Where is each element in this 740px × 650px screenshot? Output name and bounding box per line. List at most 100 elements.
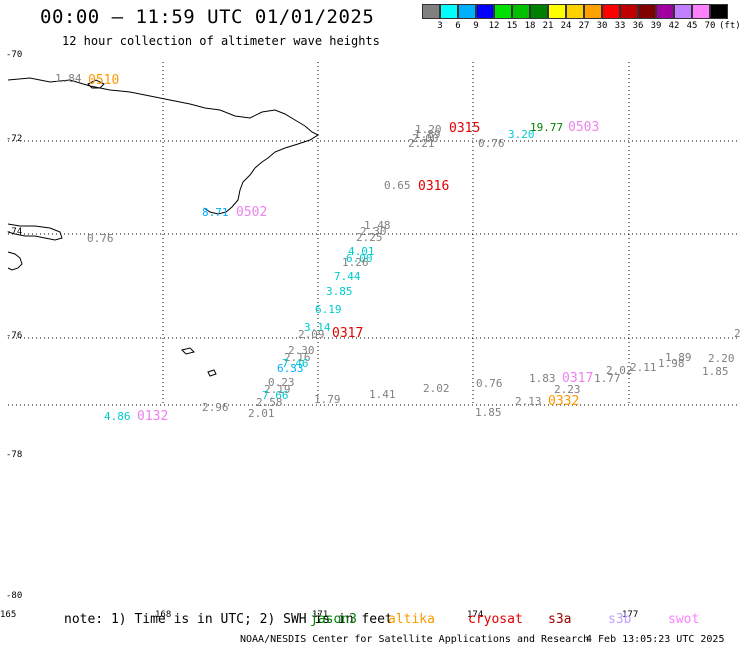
longitude-label: 174 — [467, 610, 483, 620]
scale-swatch — [476, 4, 494, 19]
wave-reading: 8.71 — [202, 206, 229, 219]
wave-reading: 1.79 — [314, 393, 341, 406]
scale-label: (ft) — [719, 21, 740, 31]
scale-label: 9 — [473, 21, 479, 31]
wave-reading: 0503 — [568, 120, 599, 135]
mission-jason3: jason3 — [310, 612, 357, 627]
latitude-label: -70 — [6, 50, 22, 60]
scale-label: 27 — [578, 21, 590, 31]
scale-label: 39 — [650, 21, 662, 31]
wave-reading: 2.11 — [630, 361, 657, 374]
wave-reading: 4.01 — [348, 245, 375, 258]
wave-reading: 0132 — [137, 409, 168, 424]
scale-label: 18 — [524, 21, 536, 31]
wave-reading: 2.19 — [264, 383, 291, 396]
scale-label: 45 — [686, 21, 698, 31]
scale-swatch — [530, 4, 548, 19]
scale-swatch — [710, 4, 728, 19]
footer-note: note: 1) Time is in UTC; 2) SWH is in fe… — [64, 612, 393, 627]
coastline-segment — [181, 347, 195, 355]
wave-reading: 2.96 — [202, 401, 229, 414]
coastline-segment — [207, 369, 217, 377]
scale-swatch — [440, 4, 458, 19]
wave-reading: 2.01 — [248, 407, 275, 420]
wave-reading: 6.19 — [315, 303, 342, 316]
credit-line: NOAA/NESDIS Center for Satellite Applica… — [240, 634, 590, 645]
wave-reading: 0.76 — [87, 232, 114, 245]
wave-reading: 3.85 — [326, 285, 353, 298]
scale-swatch — [692, 4, 710, 19]
wave-reading: 0316 — [418, 179, 449, 194]
wave-reading: 2.25 — [356, 231, 383, 244]
wave-reading: 2.13 — [515, 395, 542, 408]
wave-reading: 2.09 — [298, 328, 325, 341]
latitude-label: -78 — [6, 450, 22, 460]
wave-reading: 3.14 — [304, 321, 331, 334]
scale-label: 42 — [668, 21, 680, 31]
wave-reading: 0510 — [88, 73, 119, 88]
wave-reading: 1.41 — [369, 388, 396, 401]
wave-reading: 1.98 — [658, 357, 685, 370]
scale-label: 36 — [632, 21, 644, 31]
wave-reading: 6.00 — [346, 252, 373, 265]
wave-reading: 2.23 — [554, 383, 581, 396]
wave-reading: 1.20 — [415, 123, 442, 136]
scale-swatch — [458, 4, 476, 19]
mission-altika: altika — [388, 612, 435, 627]
axis-labels: -70 -72 -74 -76 -78 -80 165 168 171 174 177 — [0, 50, 638, 620]
scale-swatch — [602, 4, 620, 19]
wave-reading: 1.26 — [342, 256, 369, 269]
latitude-label: -80 — [6, 591, 22, 601]
scale-swatch — [422, 4, 440, 19]
map-subtitle: 12 hour collection of altimeter wave hei… — [62, 34, 380, 48]
wave-reading: 1.89 — [414, 128, 441, 141]
coastline-segment — [87, 79, 105, 89]
scale-label: 3 — [437, 21, 443, 31]
wave-reading: 0.76 — [476, 377, 503, 390]
wave-reading: 2.58 — [256, 396, 283, 409]
coastline-segment — [7, 77, 320, 215]
wave-reading: 7.44 — [334, 270, 361, 283]
longitude-label: 171 — [312, 610, 328, 620]
wave-reading: 3.20 — [508, 128, 535, 141]
scale-swatch — [638, 4, 656, 19]
mission-s3b: s3b — [608, 612, 632, 627]
wave-reading: 2.00 — [412, 132, 439, 145]
wave-reading: 1.84 — [55, 72, 82, 85]
color-scale-labels: 3 6 9 12 15 18 21 24 27 30 33 36 39 42 45 70 (ft) — [422, 21, 740, 33]
wave-reading: 0502 — [236, 205, 267, 220]
scale-swatch — [548, 4, 566, 19]
wave-reading: 2.21 — [408, 137, 435, 150]
generation-timestamp: 4 Feb 13:05:23 UTC 2025 — [586, 634, 725, 645]
scale-swatch — [494, 4, 512, 19]
longitude-label: 177 — [622, 610, 638, 620]
wave-reading: 0317 — [562, 371, 593, 386]
wave-reading: 0.23 — [268, 376, 295, 389]
coastline-segment — [7, 251, 23, 271]
scale-swatch — [566, 4, 584, 19]
wave-reading: 0317 — [332, 326, 363, 341]
wave-reading: 1.77 — [594, 372, 621, 385]
map-title: 00:00 – 11:59 UTC 01/01/2025 — [40, 6, 375, 28]
wave-reading: 1.85 — [475, 406, 502, 419]
wave-reading: 2.16 — [284, 351, 311, 364]
coastline — [7, 77, 320, 377]
scale-label: 21 — [542, 21, 554, 31]
wave-reading: 0.65 — [384, 179, 411, 192]
wave-reading: 0.76 — [478, 137, 505, 150]
wave-reading: 4.86 — [104, 410, 131, 423]
wave-reading: 2.02 — [606, 364, 633, 377]
longitude-label: 168 — [155, 610, 171, 620]
wave-reading: 7.66 — [262, 389, 289, 402]
wave-reading: 1.83 — [529, 372, 556, 385]
scale-label: 33 — [614, 21, 626, 31]
wave-reading: 0332 — [548, 394, 579, 409]
latitude-label: -76 — [6, 331, 22, 341]
wave-reading: 2 — [734, 327, 740, 340]
scale-label: 24 — [560, 21, 572, 31]
scale-swatch — [674, 4, 692, 19]
mission-swot: swot — [668, 612, 700, 627]
wave-reading: 2.20 — [708, 352, 735, 365]
wave-reading: 1.48 — [364, 219, 391, 232]
